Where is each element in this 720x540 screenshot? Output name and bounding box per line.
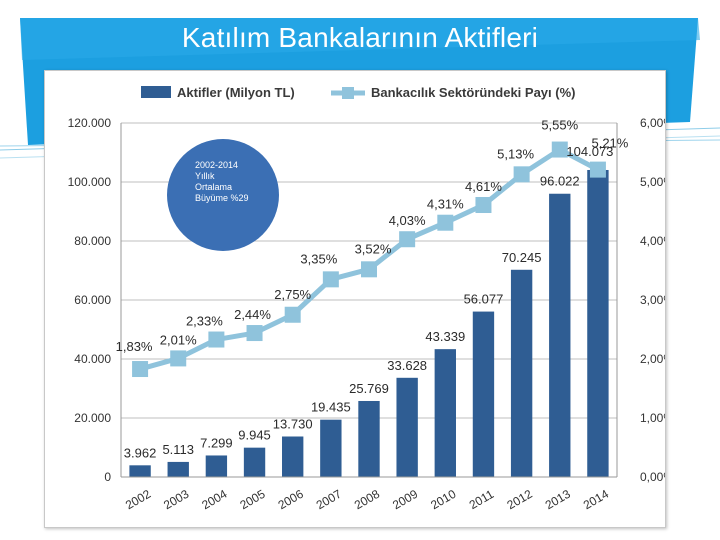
line-value-label: 5,21% <box>591 136 628 151</box>
combo-chart: Aktifler (Milyon TL) Bankacılık Sektöründ… <box>68 85 675 513</box>
legend-bar-swatch <box>141 86 171 98</box>
x-tick-label: 2009 <box>390 487 420 513</box>
line-value-label: 2,01% <box>160 332 197 347</box>
x-tick-label: 2010 <box>428 487 458 513</box>
chart-frame: Aktifler (Milyon TL) Bankacılık Sektöründ… <box>44 70 675 528</box>
y-right-tick-label: 6,00% <box>640 116 665 130</box>
x-tick-label: 2006 <box>276 487 306 513</box>
line-value-label: 4,61% <box>465 179 502 194</box>
line-point-marker <box>208 331 225 348</box>
bar <box>396 377 418 477</box>
x-tick-label: 2013 <box>543 487 573 513</box>
x-tick-label: 2005 <box>237 487 267 513</box>
bar-value-label: 5.113 <box>162 442 194 457</box>
y-left-tick-label: 120.000 <box>68 116 112 130</box>
bar-value-label: 43.339 <box>425 329 465 344</box>
y-right-tick-label: 3,00% <box>640 293 665 307</box>
line-point-marker <box>170 350 187 367</box>
line-value-label: 1,83% <box>116 339 153 354</box>
slide-title: Katılım Bankalarının Aktifleri <box>181 22 539 53</box>
bar-value-label: 33.628 <box>387 358 427 373</box>
line-value-label: 2,33% <box>186 314 223 329</box>
annotation-bubble <box>167 139 279 251</box>
bar-value-label: 7.299 <box>200 435 233 450</box>
bar <box>129 465 151 477</box>
line-point-marker <box>132 361 149 378</box>
line-point-marker <box>589 161 606 178</box>
line-value-label: 5,13% <box>497 146 534 161</box>
line-value-label: 2,75% <box>274 287 311 302</box>
annotation-text: Yıllık <box>195 171 215 181</box>
bar-value-label: 70.245 <box>502 250 542 265</box>
line-series <box>132 141 606 378</box>
legend-line-label: Bankacılık Sektöründeki Payı (%) <box>371 85 575 100</box>
y-right-tick-label: 0,00% <box>640 470 665 484</box>
line-point-marker <box>399 231 416 248</box>
line-point-marker <box>551 141 568 158</box>
bar <box>358 400 380 477</box>
bar-value-label: 96.022 <box>540 174 580 189</box>
line-point-marker <box>437 214 454 231</box>
bar <box>549 193 571 477</box>
bar-value-label: 104.073 <box>566 144 613 159</box>
y-left-tick-label: 40.000 <box>74 352 111 366</box>
line-point-marker <box>322 271 339 288</box>
annotation-text: Büyüme %29 <box>195 193 249 203</box>
line-point-marker <box>475 197 492 214</box>
line-value-label: 4,03% <box>389 213 426 228</box>
line-value-label: 2,44% <box>234 307 271 322</box>
bar <box>282 436 304 477</box>
bar <box>205 455 228 477</box>
y-right-tick-label: 4,00% <box>640 234 665 248</box>
bar <box>434 349 456 477</box>
x-tick-label: 2011 <box>467 487 497 512</box>
y-left-tick-label: 60.000 <box>74 293 111 307</box>
bar <box>587 169 609 477</box>
bar-series <box>129 169 609 477</box>
x-tick-label: 2012 <box>505 487 535 513</box>
y-left-tick-label: 100.000 <box>68 175 112 189</box>
line-value-label: 5,55% <box>541 118 578 133</box>
y-right-tick-label: 5,00% <box>640 175 665 189</box>
x-tick-label: 2008 <box>352 487 382 513</box>
bar-value-label: 25.769 <box>349 381 389 396</box>
y-left-tick-label: 0 <box>104 470 111 484</box>
bar-value-label: 9.945 <box>238 428 271 443</box>
bar <box>167 461 189 477</box>
y-left-tick-label: 20.000 <box>74 411 111 425</box>
line-point-marker <box>284 306 301 323</box>
line-point-marker <box>513 166 530 183</box>
chart-legend: Aktifler (Milyon TL) Bankacılık Sektöründ… <box>141 85 575 100</box>
bar-value-label: 3.962 <box>124 445 157 460</box>
line-value-label: 3,52% <box>355 241 392 256</box>
annotation-text: Ortalama <box>195 182 232 192</box>
y-right-tick-label: 1,00% <box>640 411 665 425</box>
legend-bar-label: Aktifler (Milyon TL) <box>177 85 295 100</box>
bar-value-label: 19.435 <box>311 400 351 415</box>
line-point-marker <box>246 325 263 342</box>
y-left-tick-label: 80.000 <box>74 234 111 248</box>
x-tick-label: 2004 <box>199 487 229 513</box>
annotation-text: 2002-2014 <box>195 160 238 170</box>
line-value-label: 4,31% <box>427 197 464 212</box>
x-tick-label: 2014 <box>581 487 611 513</box>
y-right-tick-label: 2,00% <box>640 352 665 366</box>
x-tick-label: 2002 <box>123 487 153 513</box>
bar-value-label: 13.730 <box>273 416 313 431</box>
line-point-marker <box>361 261 377 278</box>
bar <box>320 419 342 477</box>
x-tick-label: 2007 <box>314 487 344 513</box>
bar <box>472 311 495 477</box>
bar-value-label: 56.077 <box>464 292 504 307</box>
bar <box>243 447 266 477</box>
line-value-label: 3,35% <box>300 251 337 266</box>
bar <box>510 269 533 477</box>
legend-line-marker <box>342 87 354 99</box>
x-tick-label: 2003 <box>161 487 191 513</box>
